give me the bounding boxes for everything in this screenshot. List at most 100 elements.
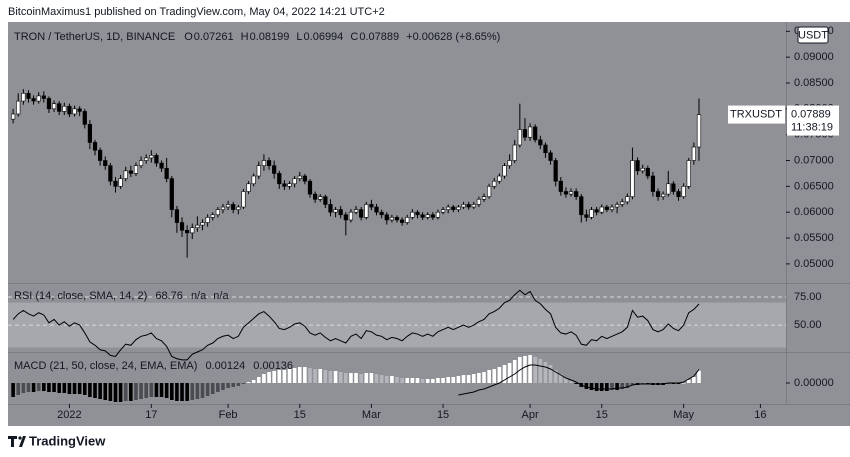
candle-body: [620, 201, 625, 205]
y-tick-label: 0.08500: [794, 77, 834, 89]
candle-body: [318, 196, 323, 200]
last-price: 0.07889: [791, 108, 831, 120]
macd-histogram-bar: [123, 383, 128, 401]
macd-histogram-bar: [354, 373, 358, 383]
macd-histogram-bar: [323, 370, 328, 383]
candle-body: [650, 175, 656, 192]
candle-body: [210, 214, 215, 218]
macd-histogram-bar: [558, 374, 563, 383]
candle-body: [512, 144, 517, 161]
currency-box[interactable]: [797, 26, 829, 44]
candle-body: [272, 165, 277, 174]
macd-histogram-bar: [420, 379, 425, 383]
candle-body: [16, 100, 21, 115]
candle-body: [579, 196, 584, 216]
logo-shape: [8, 436, 17, 439]
macd-histogram-bar: [267, 372, 271, 383]
candle-body: [133, 165, 139, 174]
macd-histogram-bar: [272, 371, 276, 383]
macd-histogram-bar: [589, 383, 594, 390]
footer-brand[interactable]: TradingView: [29, 433, 106, 448]
candle-body: [328, 204, 333, 213]
candle-body: [195, 224, 200, 228]
candle-body: [594, 209, 599, 213]
macd-histogram-bar: [118, 383, 123, 402]
macd-histogram-bar: [216, 383, 220, 392]
last-price-box: [787, 105, 839, 136]
macd-histogram-bar: [200, 383, 205, 398]
candle-body: [563, 191, 569, 195]
candle-body: [266, 160, 272, 166]
macd-histogram-bar: [257, 377, 261, 383]
rsi-line: [12, 289, 700, 361]
macd-histogram-bar: [77, 383, 82, 394]
macd-histogram-bar: [507, 363, 512, 383]
macd-histogram-bar: [584, 383, 589, 389]
candle-body: [574, 191, 579, 197]
candle-body: [82, 111, 87, 125]
candle-body: [92, 142, 98, 151]
macd-histogram-bar: [523, 356, 527, 383]
rsi-na: n/a: [213, 290, 229, 302]
candle-body: [686, 160, 691, 187]
footer-logo[interactable]: TradingView: [8, 433, 106, 448]
macd-histogram-bar: [231, 383, 236, 387]
macd-histogram-bar: [574, 383, 578, 384]
candle-body: [522, 129, 528, 138]
ohlc-value: 0.08199: [250, 31, 290, 43]
currency-label[interactable]: USDT: [798, 29, 828, 41]
symbol-box: [728, 105, 785, 124]
candle-body: [527, 126, 533, 138]
macd-histogram-bar: [16, 383, 21, 395]
macd-histogram-bar: [52, 383, 56, 392]
candle-body: [558, 180, 563, 192]
macd-histogram-bar: [164, 383, 169, 398]
macd-histogram-bar: [134, 383, 138, 400]
candle-body: [568, 191, 574, 195]
x-tick-label: May: [673, 409, 694, 421]
candle-body: [144, 157, 149, 161]
macd-histogram-bar: [512, 360, 517, 383]
macd-histogram-bar: [26, 383, 31, 392]
macd-histogram-bar: [262, 374, 266, 383]
macd-histogram-bar: [497, 367, 502, 383]
y-tick-label: 0.09000: [794, 51, 834, 63]
candle-body: [169, 178, 174, 210]
macd-histogram-bar: [605, 383, 609, 391]
macd-histogram-bar: [159, 383, 164, 397]
macd-histogram-bar: [190, 383, 195, 400]
macd-histogram-bar: [697, 370, 701, 383]
candle-body: [507, 160, 512, 166]
candle-body: [415, 211, 420, 216]
candle-body: [67, 105, 72, 115]
candle-body: [609, 206, 615, 210]
candle-body: [420, 214, 425, 218]
x-tick-label: Feb: [219, 409, 238, 421]
macd-histogram-bar: [277, 370, 282, 383]
macd-histogram-bar: [620, 383, 625, 389]
macd-histogram-bar: [344, 373, 348, 383]
macd-label: MACD (21, 50, close, 24, EMA, EMA): [14, 360, 197, 372]
macd-histogram-bar: [205, 383, 210, 396]
publisher-line: BitcoinMaximus1 published on TradingView…: [8, 6, 385, 18]
ohlc-value: 0.07261: [194, 31, 234, 43]
macd-histogram-bar: [31, 383, 36, 392]
macd-histogram-bar: [21, 383, 26, 393]
candle-body: [236, 206, 241, 210]
macd-histogram-bar: [543, 362, 548, 383]
macd-histogram-bar: [681, 383, 686, 384]
macd-histogram-bar: [686, 380, 691, 383]
macd-histogram-bar: [553, 370, 558, 383]
macd-histogram-bar: [405, 378, 410, 383]
macd-line: [458, 364, 700, 396]
candle-body: [57, 103, 62, 112]
chart-background: [8, 22, 850, 426]
macd-histogram-bar: [251, 380, 256, 383]
candle-body: [517, 129, 522, 146]
candle-body: [492, 180, 497, 187]
macd-histogram-bar: [93, 383, 97, 398]
candle-body: [313, 193, 318, 200]
candle-body: [599, 206, 604, 213]
candle-body: [302, 175, 307, 182]
macd-histogram-bar: [328, 371, 333, 383]
